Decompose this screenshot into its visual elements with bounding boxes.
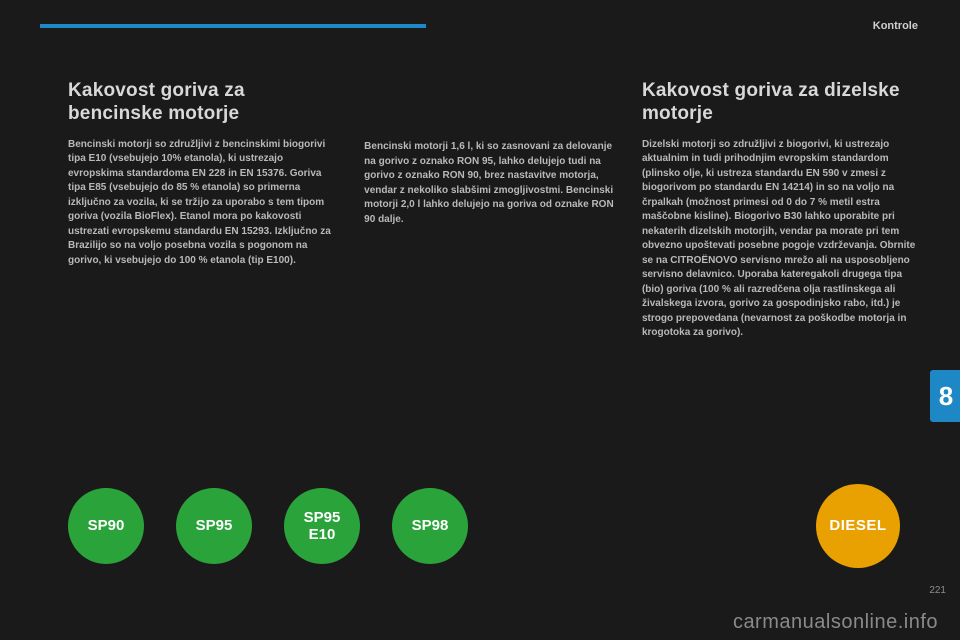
badge-label: DIESEL bbox=[829, 517, 886, 534]
badge-label-line2: E10 bbox=[309, 526, 336, 543]
fuel-badges-row: SP90 SP95 SP95 E10 SP98 DIESEL bbox=[68, 484, 918, 568]
badge-sp95-e10: SP95 E10 bbox=[284, 488, 360, 564]
badge-sp90: SP90 bbox=[68, 488, 144, 564]
badge-label: SP95 bbox=[304, 509, 341, 526]
petrol-title: Kakovost goriva za bencinske motorje bbox=[68, 80, 336, 126]
petrol-body: Bencinski motorji so združljivi z bencin… bbox=[68, 138, 336, 269]
header-row: Kontrole bbox=[68, 16, 918, 36]
header-accent-bar bbox=[40, 24, 426, 28]
column-diesel: Kakovost goriva za dizelske motorje Dize… bbox=[642, 80, 918, 341]
watermark: carmanualsonline.info bbox=[733, 611, 938, 634]
column-petrol-intro: Kakovost goriva za bencinske motorje Ben… bbox=[68, 80, 336, 341]
section-tab: 8 bbox=[930, 370, 960, 422]
badge-label: SP95 bbox=[196, 517, 233, 534]
diesel-badge-wrap: DIESEL bbox=[816, 484, 900, 568]
petrol-extra-body: Bencinski motorji 1,6 l, ki so zasnovani… bbox=[364, 140, 614, 227]
badge-sp98: SP98 bbox=[392, 488, 468, 564]
petrol-badge-group: SP90 SP95 SP95 E10 SP98 bbox=[68, 488, 468, 564]
category-label: Kontrole bbox=[873, 20, 918, 32]
badge-label: SP90 bbox=[88, 517, 125, 534]
diesel-title: Kakovost goriva za dizelske motorje bbox=[642, 80, 918, 126]
content-columns: Kakovost goriva za bencinske motorje Ben… bbox=[68, 80, 918, 341]
badge-label: SP98 bbox=[412, 517, 449, 534]
column-petrol-extra: Bencinski motorji 1,6 l, ki so zasnovani… bbox=[364, 80, 614, 341]
page: Kontrole Kakovost goriva za bencinske mo… bbox=[0, 0, 960, 640]
badge-sp95: SP95 bbox=[176, 488, 252, 564]
section-tab-number: 8 bbox=[939, 381, 953, 412]
page-number: 221 bbox=[929, 585, 946, 596]
diesel-body: Dizelski motorji so združljivi z biogori… bbox=[642, 138, 918, 341]
badge-diesel: DIESEL bbox=[816, 484, 900, 568]
